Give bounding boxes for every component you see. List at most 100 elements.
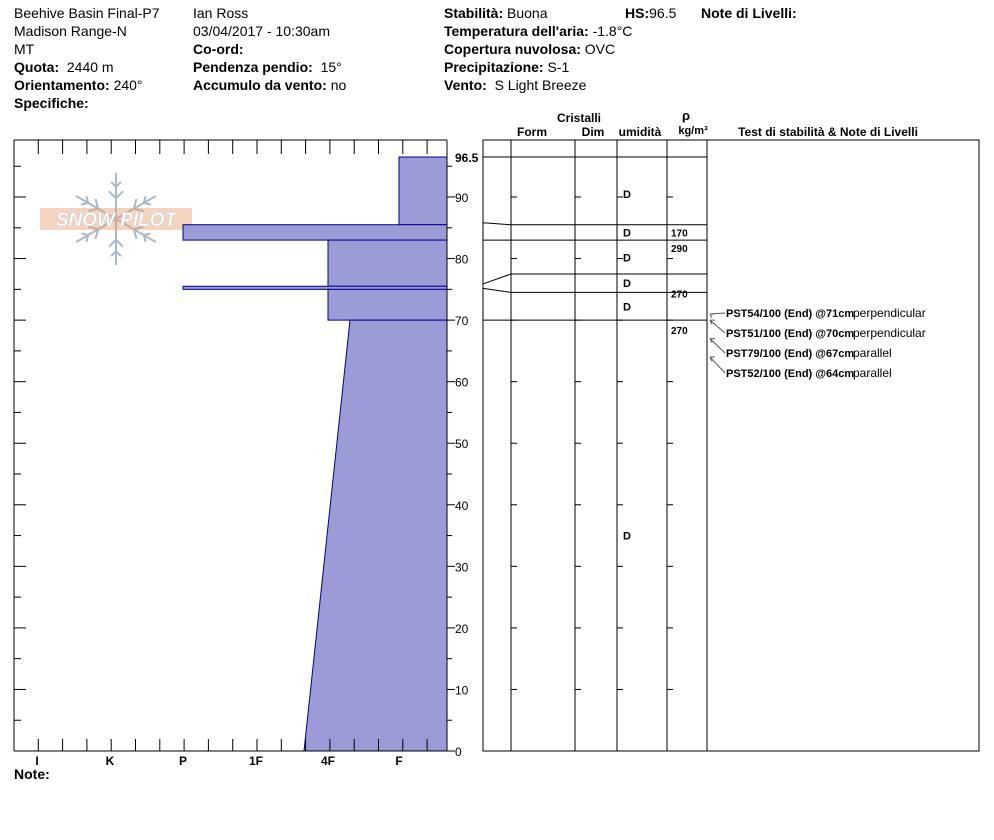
height-tick-label: 60 (455, 376, 469, 390)
aspect-value: 240° (113, 77, 143, 93)
layer-table: Cristalli Form Dim umidità ρ kg/m³ Test di sta… (482, 108, 980, 752)
moisture-label: D (623, 278, 631, 290)
moisture-label: D (623, 531, 631, 543)
hardness-tick-label: K (106, 754, 115, 768)
test-orientation: perpendicular (853, 306, 926, 320)
header-crystals: Cristalli (557, 111, 601, 125)
snowpilot-logo: SNOW PILOT (40, 173, 192, 265)
test-text: PST54/100 (End) @71cm (726, 308, 854, 320)
layer-boundary (482, 287, 707, 293)
wind-value: S Light Breeze (494, 77, 587, 93)
header-aspect: Orientamento: 240° (14, 76, 143, 94)
snowflake-branch (132, 229, 138, 240)
snowflake-branch (88, 207, 99, 213)
header-cloud: Copertura nuvolosa: OVC (444, 40, 615, 58)
snowflake-branch (81, 232, 89, 237)
test-orientation: perpendicular (853, 326, 926, 340)
header-state: MT (14, 41, 35, 57)
snowflake-branch (115, 238, 124, 248)
snowflake-branch (110, 181, 117, 188)
hs-label: HS: (625, 5, 650, 21)
hs-value: 96.5 (649, 5, 677, 21)
hardness-tick-label: P (179, 754, 187, 768)
test-arrow (709, 319, 726, 334)
header-stability: Stabilità: Buona (444, 4, 548, 22)
header-form: Form (517, 125, 547, 139)
height-tick-label: 80 (455, 253, 469, 267)
moisture-label: D (623, 302, 631, 314)
hardness-bar (182, 224, 448, 241)
snowflake-branch (132, 198, 138, 209)
aspect-label: Orientamento: (14, 77, 110, 93)
stability-tests: PST54/100 (End) @71cmperpendicularPST51/… (709, 306, 926, 380)
snowflake-arm (115, 218, 157, 243)
header-slope: Pendenza pendio: 15° (193, 58, 342, 76)
snowflake-branch (142, 195, 147, 204)
wind-label: Vento: (444, 77, 487, 93)
snowflake-branch (115, 181, 122, 188)
snowflake-branch (94, 198, 100, 209)
header-wind-loading: Accumulo da vento: no (193, 76, 346, 94)
header-tests: Test di stabilità & Note di Livelli (738, 125, 918, 139)
test-arrowhead (709, 319, 715, 325)
test-arrowhead (709, 313, 715, 319)
test-arrowhead (709, 356, 715, 362)
header-density-unit: kg/m³ (678, 125, 708, 137)
header-observer: Ian Ross (193, 5, 249, 21)
air-temp-value: -1.8°C (592, 23, 633, 39)
density-label: 270 (671, 326, 688, 337)
hardness-bar (327, 239, 448, 287)
snowflake-branch (143, 232, 151, 237)
snowflake-branch (88, 225, 99, 231)
specifics-label: Specifiche: (14, 95, 89, 111)
snowflake-branch (142, 234, 147, 243)
layer-notes-label: Note di Livelli: (701, 5, 797, 21)
snowflake-branch (115, 250, 122, 257)
cloud-label: Copertura nuvolosa: (444, 41, 581, 57)
hardness-tick-label: F (395, 754, 402, 768)
snowflake-branch (108, 190, 117, 200)
height-axis: 0 10 20 30 40 50 60 70 80 90 96.5 (446, 140, 479, 759)
layer-boundary (482, 273, 707, 285)
precip-label: Precipitazione: (444, 59, 544, 75)
header-layer-notes: Note di Livelli: (701, 4, 797, 22)
snowflake-branch (110, 250, 117, 257)
header-precip: Precipitazione: S-1 (444, 58, 569, 76)
moisture-label: D (623, 252, 631, 264)
logo-banner (40, 208, 192, 230)
height-tick-label: 10 (455, 683, 469, 697)
header-wind: Vento: S Light Breeze (444, 76, 586, 94)
header-range: Madison Range-N (14, 23, 127, 39)
height-tick-label: 40 (455, 499, 469, 513)
header-size: Dim (582, 125, 605, 139)
test-arrow (709, 356, 726, 374)
moisture-label: D (623, 189, 631, 201)
cloud-value: OVC (584, 41, 616, 57)
moisture-label: D (623, 228, 631, 240)
layer-boundary (482, 222, 707, 226)
snowflake-branch (85, 195, 90, 204)
coords-label: Co-ord: (193, 41, 244, 57)
header-air-temp: Temperatura dell'aria: -1.8°C (444, 22, 632, 40)
hardness-axes: I K P 1F 4F F (13, 139, 447, 768)
header-datetime: 03/04/2017 - 10:30am (193, 23, 330, 39)
header-location: Beehive Basin Final-P7 (14, 5, 160, 21)
wind-loading-value: no (330, 77, 347, 93)
hardness-bar (327, 288, 448, 321)
snowflake-branch (115, 190, 124, 200)
snowflake-branch (108, 238, 117, 248)
table-frame (482, 139, 980, 752)
header-rho: ρ (682, 108, 690, 123)
wind-loading-label: Accumulo da vento: (193, 77, 327, 93)
height-tick-label: 50 (455, 437, 469, 451)
snowflake-branch (94, 229, 100, 240)
density-label: 170 (671, 229, 688, 240)
stability-label: Stabilità: (444, 5, 504, 21)
snowflake-arm (115, 195, 157, 220)
stability-value: Buona (507, 5, 548, 21)
slope-value: 15° (320, 59, 342, 75)
height-tick-label: 70 (455, 314, 469, 328)
height-tick-label: 30 (455, 560, 469, 574)
hardness-tick-label: 1F (249, 754, 263, 768)
hardness-bar (303, 319, 448, 752)
